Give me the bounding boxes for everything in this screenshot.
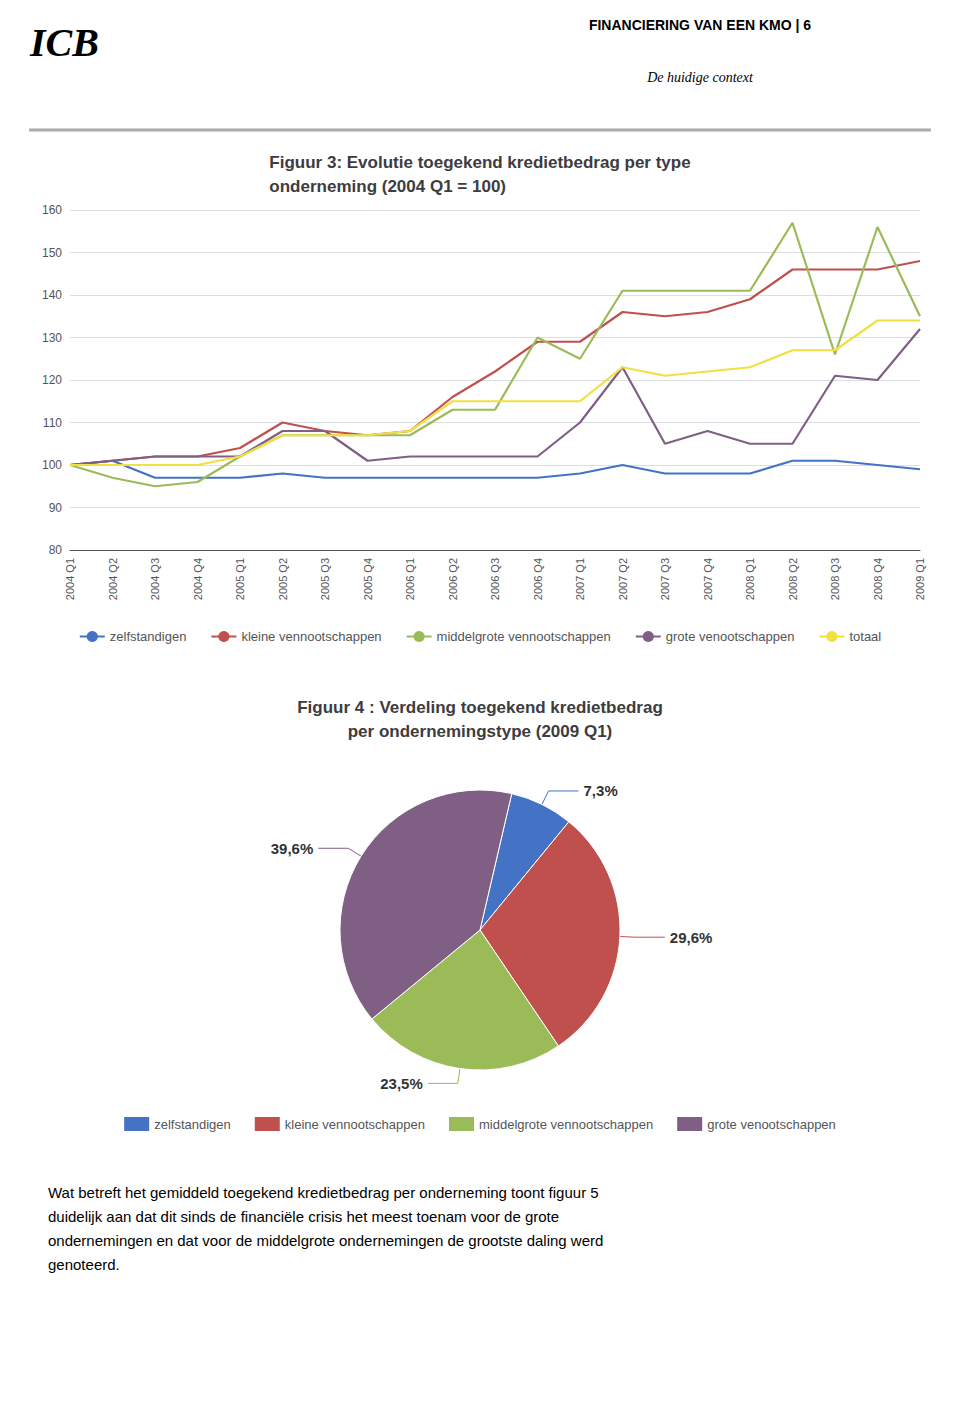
svg-text:160: 160 [42,203,62,217]
svg-text:2005 Q4: 2005 Q4 [362,558,374,600]
svg-text:2005 Q1: 2005 Q1 [234,558,246,600]
svg-text:90: 90 [49,501,63,515]
svg-text:130: 130 [42,331,62,345]
svg-text:2009 Q1: 2009 Q1 [914,558,926,600]
svg-text:2004 Q3: 2004 Q3 [149,558,161,600]
svg-text:150: 150 [42,246,62,260]
svg-text:Wat betreft het gemiddeld toeg: Wat betreft het gemiddeld toegekend kred… [48,1184,599,1201]
svg-text:140: 140 [42,288,62,302]
svg-text:2008 Q2: 2008 Q2 [787,558,799,600]
svg-text:kleine vennootschappen: kleine vennootschappen [241,629,381,644]
svg-text:2005 Q2: 2005 Q2 [277,558,289,600]
svg-text:2006 Q1: 2006 Q1 [404,558,416,600]
svg-text:2004 Q1: 2004 Q1 [64,558,76,600]
svg-text:kleine vennootschappen: kleine vennootschappen [285,1117,425,1132]
svg-text:2007 Q3: 2007 Q3 [659,558,671,600]
svg-text:39,6%: 39,6% [271,840,314,857]
svg-text:110: 110 [43,416,62,430]
svg-text:2008 Q4: 2008 Q4 [872,558,884,600]
svg-text:2008 Q3: 2008 Q3 [829,558,841,600]
svg-text:80: 80 [49,543,63,557]
svg-text:2005 Q3: 2005 Q3 [319,558,331,600]
svg-text:zelfstandigen: zelfstandigen [110,629,187,644]
svg-text:zelfstandigen: zelfstandigen [154,1117,231,1132]
svg-text:2008 Q1: 2008 Q1 [744,558,756,600]
svg-text:100: 100 [42,458,62,472]
svg-text:120: 120 [42,373,62,387]
svg-text:totaal: totaal [849,629,881,644]
svg-text:2006 Q3: 2006 Q3 [489,558,501,600]
svg-text:2004 Q4: 2004 Q4 [192,558,204,600]
svg-text:middelgrote vennootschappen: middelgrote vennootschappen [437,629,611,644]
svg-text:7,3%: 7,3% [584,782,618,799]
svg-text:23,5%: 23,5% [380,1075,423,1092]
svg-text:genoteerd.: genoteerd. [48,1256,120,1273]
svg-text:grote venootschappen: grote venootschappen [707,1117,836,1132]
svg-text:2007 Q1: 2007 Q1 [574,558,586,600]
svg-text:per ondernemingstype (2009 Q1): per ondernemingstype (2009 Q1) [348,722,613,741]
svg-text:2006 Q4: 2006 Q4 [532,558,544,600]
svg-text:grote venootschappen: grote venootschappen [666,629,795,644]
svg-text:duidelijk aan dat dit sinds de: duidelijk aan dat dit sinds de financiël… [48,1208,559,1225]
svg-text:2007 Q4: 2007 Q4 [702,558,714,600]
svg-text:De huidige context: De huidige context [646,70,754,85]
svg-text:Figuur 3: Evolutie toegekend k: Figuur 3: Evolutie toegekend kredietbedr… [269,153,690,172]
svg-text:ondernemingen en dat voor de m: ondernemingen en dat voor de middelgrote… [48,1232,603,1249]
svg-text:2007 Q2: 2007 Q2 [617,558,629,600]
svg-text:2004 Q2: 2004 Q2 [107,558,119,600]
svg-text:Figuur 4 : Verdeling toegekend: Figuur 4 : Verdeling toegekend kredietbe… [297,698,663,717]
svg-text:29,6%: 29,6% [670,929,713,946]
svg-text:middelgrote vennootschappen: middelgrote vennootschappen [479,1117,653,1132]
svg-text:FINANCIERING VAN EEN KMO | 6: FINANCIERING VAN EEN KMO | 6 [589,17,811,33]
svg-text:ICB: ICB [29,20,99,65]
svg-text:onderneming (2004 Q1 = 100): onderneming (2004 Q1 = 100) [269,177,506,196]
svg-text:2006 Q2: 2006 Q2 [447,558,459,600]
